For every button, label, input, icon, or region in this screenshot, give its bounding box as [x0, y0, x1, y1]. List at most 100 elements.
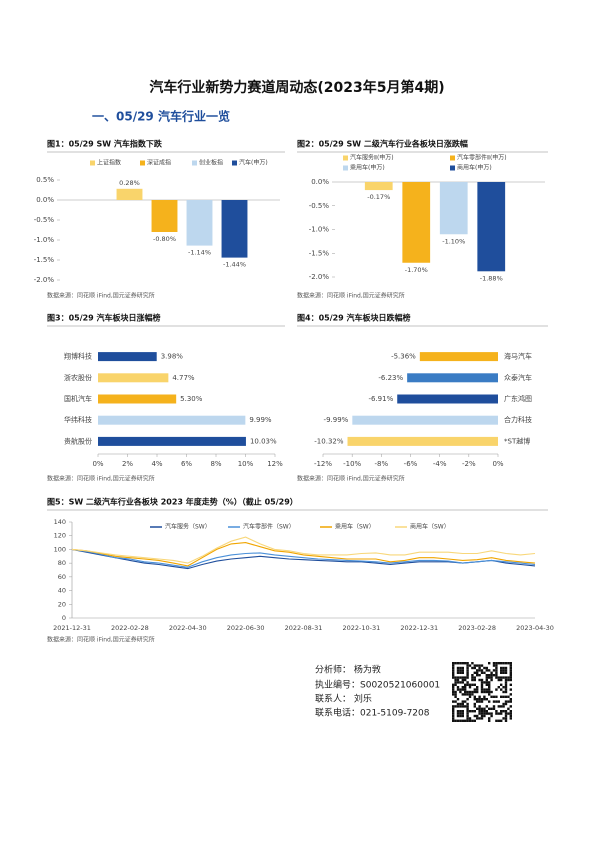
qr-cell [473, 664, 476, 667]
qr-cell [504, 702, 508, 706]
qr-cell [466, 710, 469, 713]
qr-cell [500, 688, 503, 691]
qr-cell [473, 676, 476, 679]
qr-cell [461, 666, 464, 670]
qr-cell [507, 707, 510, 710]
qr-cell [502, 690, 505, 694]
series-line [71, 542, 536, 567]
qr-cell [459, 710, 462, 713]
qr-cell [466, 681, 469, 684]
qr-cell [464, 678, 467, 682]
qr-cell [466, 664, 469, 667]
qr-cell [478, 695, 481, 698]
bar [221, 200, 248, 258]
qr-cell [507, 676, 510, 679]
qr-cell [466, 676, 469, 679]
qr-cell [476, 714, 479, 718]
qr-cell [509, 717, 512, 720]
qr-cell [461, 712, 464, 715]
qr-cell [466, 674, 469, 677]
qr-cell [452, 717, 455, 720]
qr-cell [480, 681, 484, 684]
legend-swatch [192, 160, 197, 166]
legend-label: 商用车(申万) [457, 164, 492, 172]
qr-cell [461, 681, 464, 684]
qr-cell [476, 700, 479, 703]
qr-cell [471, 690, 474, 694]
qr-cell [504, 686, 508, 689]
qr-cell [485, 666, 488, 670]
qr-cell [454, 683, 457, 686]
qr-cell [500, 712, 503, 715]
qr-cell [497, 676, 500, 679]
value-label: -1.70% [405, 266, 428, 274]
chart-caption: 图1：05/29 SW 汽车指数下跌 [47, 139, 163, 149]
qr-cell [468, 683, 472, 686]
x-tick-label: 12% [267, 460, 283, 468]
qr-cell [466, 693, 469, 696]
category-label: 国机汽车 [64, 394, 92, 403]
qr-cell [504, 700, 508, 703]
qr-cell [473, 698, 476, 701]
qr-cell [459, 662, 462, 665]
legend-label: 汽车服务Ⅱ(申万) [350, 154, 394, 162]
qr-cell [483, 695, 486, 698]
qr-cell [466, 683, 469, 686]
qr-cell [485, 674, 488, 677]
x-tick-label: 2023-02-28 [458, 624, 496, 632]
qr-cell [454, 700, 457, 703]
value-label: 5.30% [180, 395, 203, 403]
qr-cell [454, 719, 457, 722]
legend-swatch [450, 165, 455, 171]
qr-cell [471, 719, 474, 722]
value-label: -6.23% [378, 374, 403, 382]
qr-cell [504, 671, 508, 674]
qr-cell [464, 683, 467, 686]
qr-cell [459, 719, 462, 722]
x-tick-label: -2% [462, 460, 476, 468]
qr-cell [471, 693, 474, 696]
qr-cell [507, 712, 510, 715]
qr-cell [468, 686, 472, 689]
legend-label: 汽车零部件Ⅱ(申万) [457, 154, 507, 162]
x-tick-label: 0% [492, 460, 503, 468]
value-label: -9.99% [324, 416, 349, 424]
qr-cell [495, 674, 498, 677]
qr-cell [495, 669, 498, 672]
qr-cell [488, 693, 491, 696]
qr-cell [509, 710, 512, 713]
y-tick-label: 80 [58, 559, 66, 567]
qr-cell [504, 678, 508, 682]
qr-cell [502, 686, 505, 689]
qr-cell [452, 666, 455, 670]
bar [439, 182, 468, 235]
qr-cell [488, 669, 491, 672]
qr-cell [483, 698, 486, 701]
qr-cell [490, 695, 493, 698]
qr-cell [492, 669, 496, 672]
x-tick-label: 2% [122, 460, 133, 468]
series-line [71, 536, 536, 564]
value-label: -1.14% [188, 249, 211, 257]
qr-cell [490, 690, 493, 694]
qr-cell [461, 700, 464, 703]
legend-label: 乘用车（SW） [335, 523, 375, 531]
qr-cell [468, 695, 472, 698]
qr-cell [485, 678, 488, 682]
qr-cell [452, 671, 455, 674]
qr-cell [495, 671, 498, 674]
qr-cell [452, 705, 455, 708]
qr-cell [495, 676, 498, 679]
qr-cell [459, 666, 462, 670]
contact-person: 联系人： 刘乐 [315, 693, 372, 705]
qr-cell [495, 688, 498, 691]
qr-cell [480, 688, 484, 691]
qr-cell [468, 690, 472, 694]
qr-cell [476, 686, 479, 689]
legend-swatch [232, 160, 237, 166]
qr-cell [480, 717, 484, 720]
qr-cell [478, 712, 481, 715]
qr-cell [456, 671, 460, 674]
qr-cell [456, 702, 460, 706]
qr-cell [461, 676, 464, 679]
